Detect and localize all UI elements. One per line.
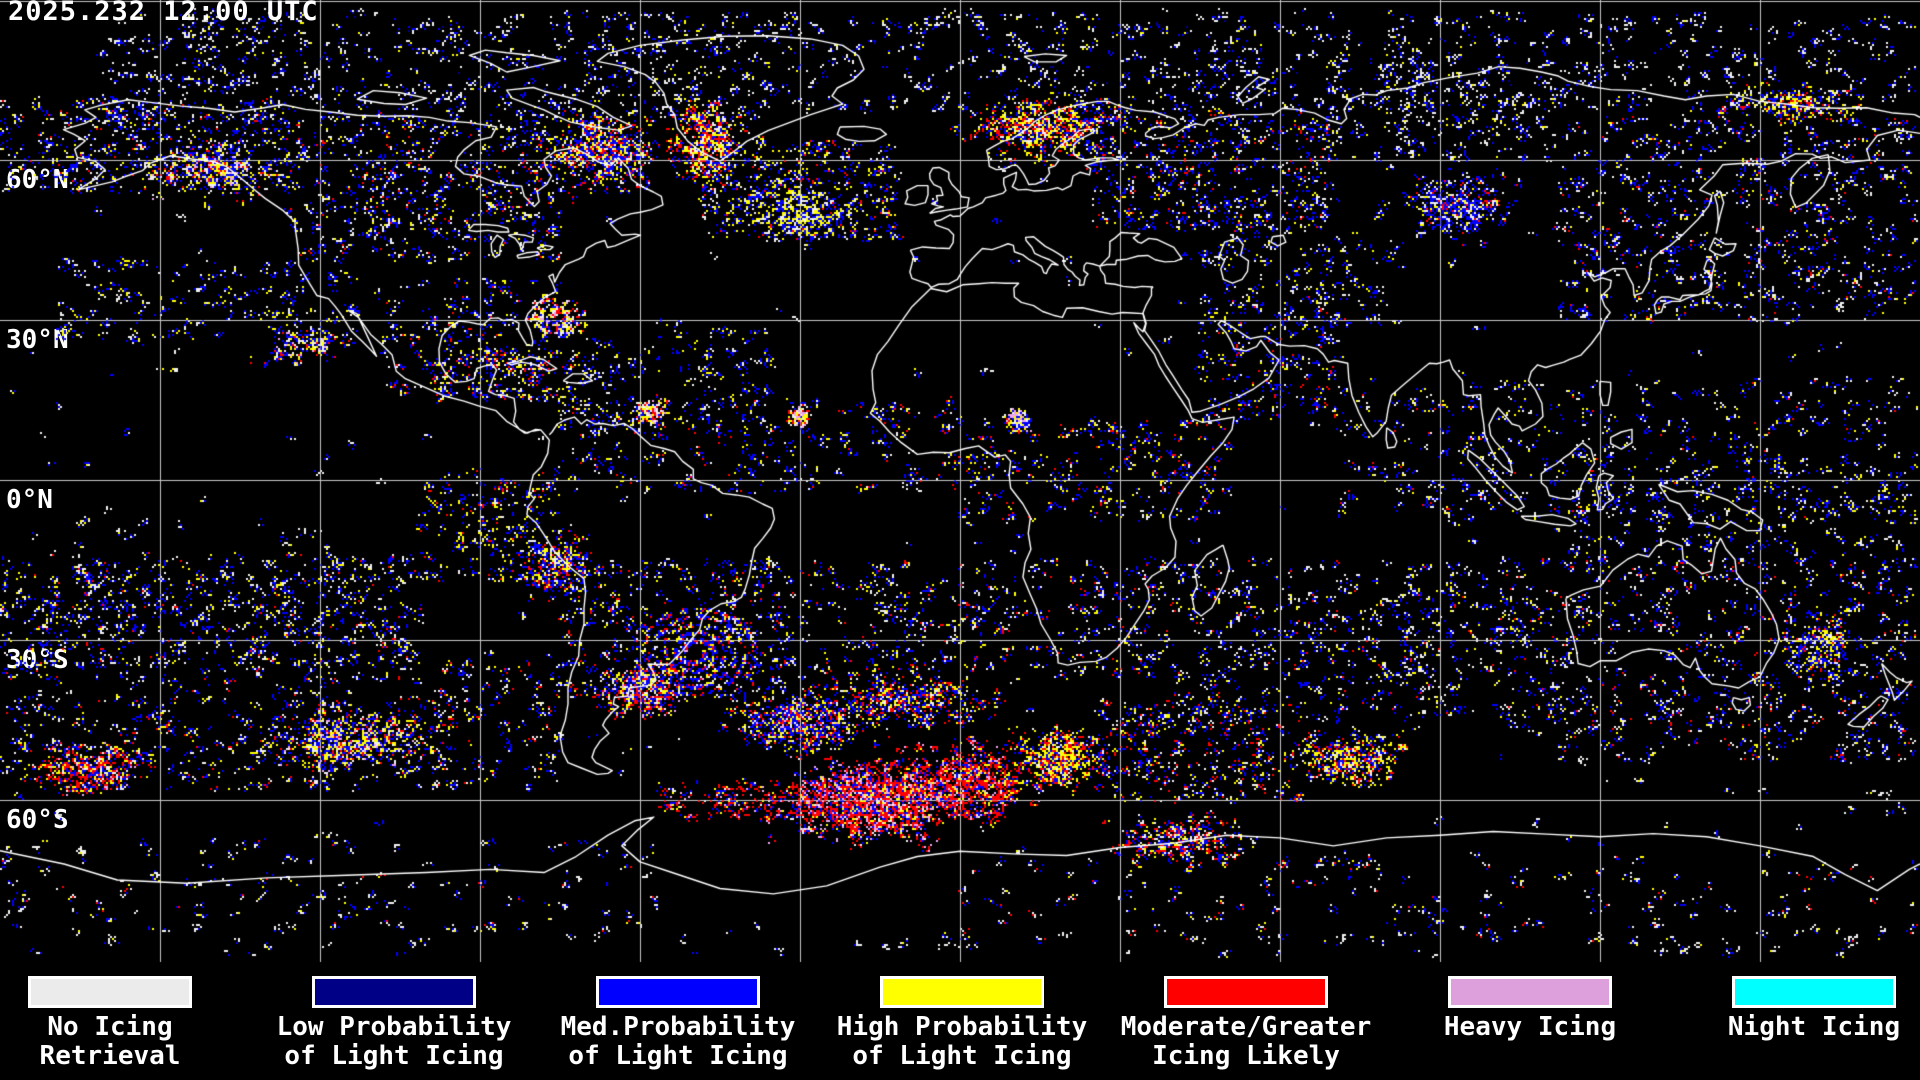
timestamp-label: 2025.232 12:00 UTC <box>8 0 319 27</box>
